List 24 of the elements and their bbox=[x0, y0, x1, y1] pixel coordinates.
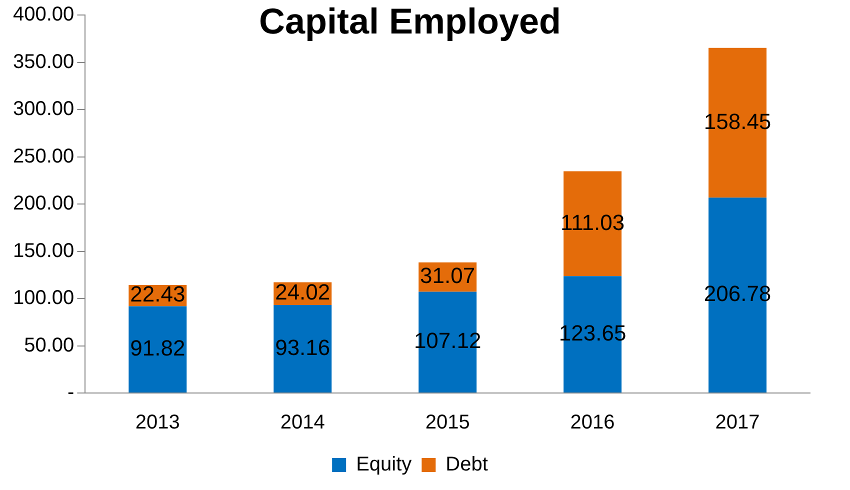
data-label: 22.43 bbox=[130, 282, 186, 307]
data-label: 91.82 bbox=[130, 335, 186, 360]
y-tick-label: 150.00 bbox=[13, 240, 74, 262]
legend-label: Equity bbox=[356, 454, 412, 476]
chart-title: Capital Employed bbox=[258, 0, 562, 42]
x-tick-label: 2017 bbox=[715, 412, 760, 434]
y-tick-label: 250.00 bbox=[13, 145, 74, 168]
x-tick-label: 2015 bbox=[425, 412, 470, 434]
y-tick-label: 100.00 bbox=[13, 287, 74, 310]
x-tick-label: 2014 bbox=[280, 412, 325, 434]
bar bbox=[274, 304, 332, 392]
data-label: 93.16 bbox=[275, 334, 330, 360]
y-tick-label: 300.00 bbox=[13, 98, 74, 120]
y-tick-label: 50.00 bbox=[24, 334, 74, 356]
y-tick-label: 200.00 bbox=[13, 192, 74, 215]
y-tick-label: - bbox=[68, 382, 74, 404]
bar bbox=[128, 306, 187, 392]
legend-label: Debt bbox=[446, 454, 488, 476]
x-tick-label: 2016 bbox=[570, 412, 615, 434]
data-label: 24.02 bbox=[275, 280, 330, 305]
y-tick-label: 400.00 bbox=[13, 4, 74, 26]
x-tick-label: 2013 bbox=[135, 412, 180, 434]
y-tick-label: 350.00 bbox=[13, 50, 74, 73]
data-label: 31.07 bbox=[420, 263, 476, 288]
